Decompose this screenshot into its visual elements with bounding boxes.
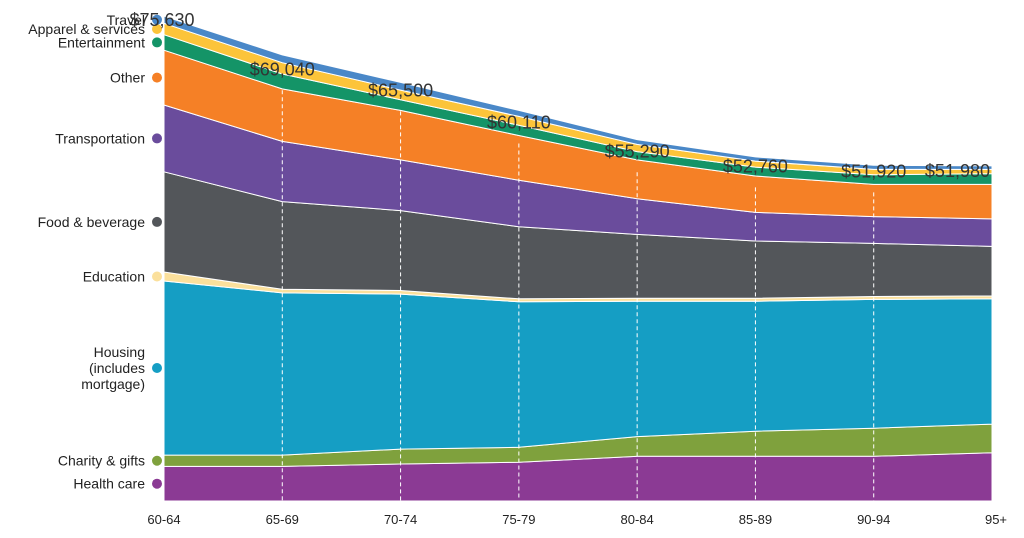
legend-dot-housing-includes-mortgage: [152, 363, 162, 374]
x-tick-80-84: 80-84: [621, 512, 654, 527]
total-label-70-74: $65,500: [368, 80, 433, 100]
total-label-65-69: $69,040: [250, 59, 315, 79]
series-label-apparel-services: Apparel & services: [28, 21, 162, 37]
legend-label-travel: Travel: [107, 12, 145, 28]
series-label-other: Other: [110, 70, 162, 86]
series-label-food-beverage: Food & beverage: [38, 214, 162, 230]
legend-label-other: Other: [110, 70, 145, 86]
legend-dot-charity-gifts: [152, 455, 162, 466]
legend-label-entertainment: Entertainment: [58, 34, 145, 50]
x-tick-60-64: 60-64: [147, 512, 180, 527]
total-label-80-84: $55,290: [605, 141, 670, 161]
series-label-charity-gifts: Charity & gifts: [58, 453, 162, 469]
legend-label-transportation: Transportation: [55, 130, 145, 146]
series-label-entertainment: Entertainment: [58, 34, 162, 50]
legend-dot-food-beverage: [152, 216, 162, 227]
total-label-75-79: $60,110: [487, 113, 551, 133]
legend-label-housing-includes-mortgage-line-3: mortgage): [81, 376, 145, 392]
series-label-transportation: Transportation: [55, 130, 162, 146]
x-tick-85-89: 85-89: [739, 512, 772, 527]
legend-dot-education: [152, 271, 162, 282]
series-label-travel: Travel: [107, 12, 162, 28]
series-label-layer: Health care Charity & gifts Housing(includ…: [28, 12, 162, 492]
total-label-85-89: $52,760: [723, 156, 788, 176]
series-label-health-care: Health care: [73, 476, 162, 492]
x-tick-75-79: 75-79: [502, 512, 535, 527]
legend-dot-entertainment: [152, 37, 162, 48]
x-tick-90-94: 90-94: [857, 512, 890, 527]
legend-dot-travel: [152, 14, 162, 25]
legend-dot-health-care: [152, 478, 162, 489]
area-travel: [163, 15, 993, 170]
area-layer: [163, 15, 993, 502]
total-label-95: $51,980: [925, 161, 990, 181]
legend-label-education: Education: [83, 268, 145, 284]
legend-dot-apparel-services: [152, 24, 162, 35]
legend-dot-transportation: [152, 133, 162, 144]
series-label-education: Education: [83, 268, 162, 284]
x-axis-tick-layer: 60-64 65-69 70-74 75-79 80-84 85-89 90-94 95+: [147, 512, 1007, 527]
x-tick-70-74: 70-74: [384, 512, 417, 527]
x-tick-65-69: 65-69: [266, 512, 299, 527]
total-label-90-94: $51,920: [841, 161, 906, 181]
total-label-layer: $75,630 $69,040 $65,500 $60,110 $55,290 $52,7…: [129, 10, 990, 181]
legend-label-charity-gifts: Charity & gifts: [58, 453, 145, 469]
legend-label-housing-includes-mortgage-line-2: (includes: [89, 360, 145, 376]
legend-label-apparel-services: Apparel & services: [28, 21, 145, 37]
legend-dot-other: [152, 72, 162, 83]
total-label-60-64: $75,630: [129, 10, 194, 30]
legend-label-housing-includes-mortgage-line-1: Housing: [94, 344, 145, 360]
gridline-layer: [281, 90, 875, 501]
legend-label-health-care: Health care: [73, 476, 145, 492]
legend-label-food-beverage: Food & beverage: [38, 214, 146, 230]
x-tick-95: 95+: [985, 512, 1007, 527]
